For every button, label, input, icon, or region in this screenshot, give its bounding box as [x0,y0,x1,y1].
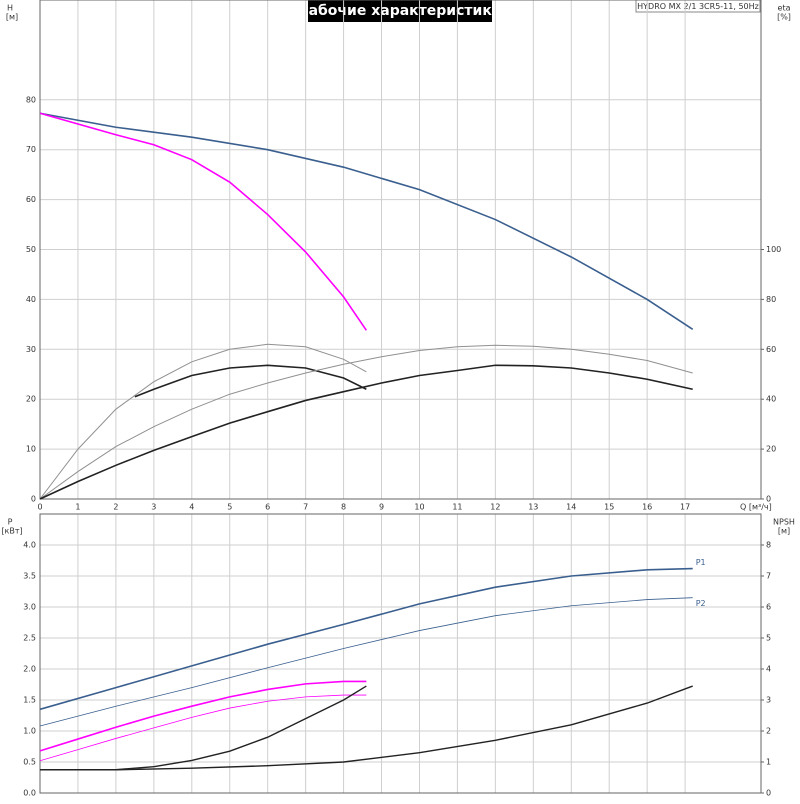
model-label: HYDRO MX 2/1 3CR5-11, 50Hz [637,2,759,11]
curve [39,694,367,762]
y-tick-label: 1.5 [23,696,36,705]
plot-frame [39,0,762,500]
curve [40,685,367,771]
x-tick-label: 14 [566,503,576,512]
curve [39,343,367,500]
y2-tick-label: 0 [766,495,771,504]
curve [39,364,693,500]
y-tick-label: 2.0 [23,665,36,674]
y2-tick-label: 6 [766,603,771,612]
y2-tick-label: 0 [766,789,771,798]
y-axis-unit: [кВт] [1,527,22,536]
y2-tick-label: 80 [766,295,776,304]
curve [39,567,693,711]
legend-label: P1 [696,558,706,567]
chart-title: Рабочие характеристики [298,3,501,19]
y-tick-label: 10 [26,445,36,454]
y-tick-label: 3.0 [23,603,36,612]
y-tick-label: 0 [31,495,36,504]
curve [39,112,694,331]
y-tick-label: 80 [26,95,36,104]
y-tick-label: 20 [26,395,36,404]
y-tick-label: 0.0 [23,789,36,798]
y2-tick-label: 8 [766,541,771,550]
y-tick-label: 30 [26,345,36,354]
x-tick-label: 6 [265,503,270,512]
y2-axis-unit: [%] [777,13,791,22]
y-tick-label: 60 [26,195,36,204]
y-tick-label: 3.5 [23,572,36,581]
curve [39,597,693,727]
plot-frame [39,513,762,794]
y2-tick-label: 40 [766,395,776,404]
x-tick-label: 12 [490,503,500,512]
y2-tick-label: 100 [766,245,781,254]
y2-tick-label: 20 [766,445,776,454]
y2-tick-label: 60 [766,345,776,354]
x-tick-label: 3 [151,503,156,512]
y2-axis-unit: [м] [778,527,790,536]
y-tick-label: 40 [26,295,36,304]
x-tick-label: 15 [604,503,614,512]
curve [39,112,368,331]
x-tick-label: 10 [414,503,424,512]
curve [134,364,367,398]
y-tick-label: 4.0 [23,541,36,550]
y-tick-label: 1.0 [23,727,36,736]
y-axis-unit: [м] [6,13,18,22]
x-tick-label: 0 [37,503,42,512]
x-tick-label: 4 [189,503,194,512]
y-tick-label: 70 [26,145,36,154]
y-axis-label: P [8,518,13,527]
x-tick-label: 5 [227,503,232,512]
y2-tick-label: 3 [766,696,771,705]
y2-tick-label: 7 [766,572,771,581]
curve [39,680,367,752]
legend-label: P2 [696,599,706,608]
x-tick-label: 9 [379,503,384,512]
curve [39,344,693,500]
x-tick-label: 2 [113,503,118,512]
y2-tick-label: 5 [766,634,771,643]
x-tick-label: 16 [642,503,652,512]
x-axis-label: Q [м³/ч] [740,503,772,512]
x-tick-label: 11 [452,503,462,512]
x-tick-label: 13 [528,503,538,512]
y-tick-label: 0.5 [23,758,36,767]
curve [40,685,693,771]
x-tick-label: 8 [341,503,346,512]
x-tick-label: 1 [75,503,80,512]
y-tick-label: 2.5 [23,634,36,643]
x-tick-label: 7 [303,503,308,512]
y-axis-label: H [7,4,13,13]
title-box [308,0,492,22]
y2-tick-label: 2 [766,727,771,736]
y2-axis-label: eta [778,4,791,13]
y2-tick-label: 4 [766,665,771,674]
y-tick-label: 50 [26,245,36,254]
y2-tick-label: 1 [766,758,771,767]
y2-axis-label: NPSH [773,518,795,527]
x-tick-label: 17 [680,503,690,512]
model-box [635,0,761,13]
